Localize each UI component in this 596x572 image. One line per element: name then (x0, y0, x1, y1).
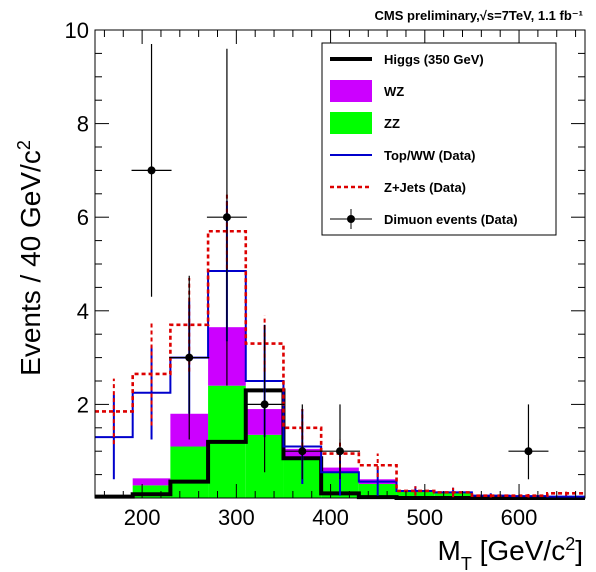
bar-zz (170, 446, 209, 498)
legend-box (321, 42, 557, 236)
x-tick-label: 600 (501, 505, 538, 530)
axes: 2 4 6 8 10 200 300 400 500 600 (65, 18, 586, 530)
x-tick-label: 500 (406, 505, 443, 530)
legend-marker (347, 215, 355, 223)
data-point (336, 447, 344, 456)
data-point (185, 353, 194, 362)
chart-header: CMS preliminary,√s=7TeV, 1.1 fb⁻¹ (375, 8, 583, 23)
x-tick-label: 200 (124, 505, 161, 530)
legend-label: WZ (384, 84, 404, 99)
data-point (147, 166, 156, 175)
y-tick-label: 2 (77, 392, 89, 417)
data-points (131, 44, 549, 480)
legend-label: ZZ (384, 116, 400, 131)
y-tick-label: 10 (65, 18, 89, 43)
data-point (222, 213, 231, 222)
legend-label: Dimuon events (Data) (384, 212, 518, 227)
x-tick-label: 300 (218, 505, 255, 530)
x-tick-label: 400 (312, 505, 349, 530)
x-axis-title: MT [GeV/c2] (438, 534, 584, 572)
line-z-jets-data- (95, 229, 585, 497)
data-point (298, 447, 307, 456)
legend-label: Z+Jets (Data) (384, 180, 466, 195)
data-point (524, 447, 533, 456)
y-tick-label: 6 (77, 205, 89, 230)
data-point (260, 400, 269, 409)
y-tick-label: 8 (77, 112, 89, 137)
bar-wz (132, 478, 171, 486)
y-tick-label: 4 (77, 299, 89, 324)
legend-swatch (330, 112, 372, 134)
legend-swatch (330, 80, 372, 102)
y-axis-title: Events / 40 GeV/c2 (14, 140, 46, 376)
legend: Higgs (350 GeV) WZ ZZ Top/WW (Data) Z+Jets (… (321, 42, 557, 236)
legend-label: Top/WW (Data) (384, 148, 475, 163)
legend-label: Higgs (350 GeV) (384, 52, 484, 67)
